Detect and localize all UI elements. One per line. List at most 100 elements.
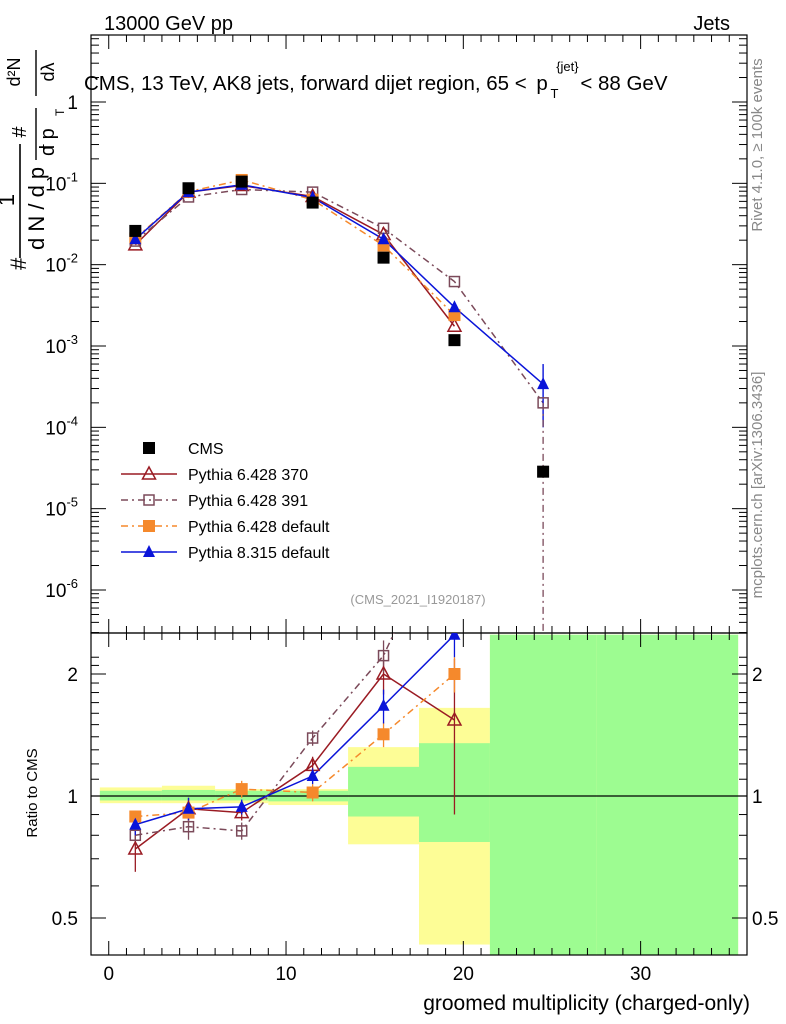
- ratio-point: [306, 769, 319, 782]
- legend-label: Pythia 8.315 default: [188, 545, 330, 562]
- y-tick-label: 10-6: [45, 576, 78, 602]
- data-point: [129, 232, 142, 245]
- legend-marker: [143, 545, 155, 557]
- y-tick-label: 1: [67, 93, 78, 114]
- data-point: [377, 232, 390, 245]
- ratio-point: [377, 698, 390, 711]
- stat-band: [489, 634, 597, 955]
- legend-marker: [143, 442, 155, 454]
- ratio-tick-label-right: 1: [752, 787, 763, 808]
- stat-band: [161, 789, 216, 801]
- analysis-id: (CMS_2021_I1920187): [350, 592, 485, 607]
- ylabel-hash-big: #: [6, 257, 31, 270]
- y-tick-label: 10-3: [45, 332, 78, 358]
- ylabel-dp: d p: [37, 128, 59, 156]
- y-tick-label: 10-1: [45, 169, 78, 195]
- ylabel-d2N: d²N: [4, 57, 24, 86]
- ylabel-dN: d N / d p: [24, 167, 49, 250]
- ylabel-T: T: [40, 144, 55, 152]
- chart-title: CMS, 13 TeV, AK8 jets, forward dijet reg…: [84, 53, 668, 103]
- x-axis-label: groomed multiplicity (charged-only): [423, 992, 750, 1015]
- ratio-tick-label: 0.5: [52, 909, 78, 930]
- data-point: [446, 317, 463, 332]
- x-tick-label: 10: [275, 964, 296, 985]
- y-tick-label: 10-5: [45, 495, 78, 521]
- ratio-point: [377, 649, 390, 662]
- ratio-ylabel: Ratio to CMS: [24, 748, 41, 837]
- ratio-point: [446, 711, 463, 726]
- stat-band: [596, 634, 739, 955]
- legend-label: Pythia 6.428 391: [188, 493, 308, 510]
- ratio-point: [306, 732, 319, 744]
- rivet-label: Rivet 4.1.0, ≥ 100k events: [749, 58, 766, 231]
- ratio-line: [135, 633, 395, 837]
- data-point: [448, 275, 461, 288]
- ratio-tick-label: 2: [67, 665, 78, 686]
- ratio-point: [306, 786, 319, 799]
- x-tick-label: 0: [103, 964, 114, 985]
- cms-data-point: [537, 465, 550, 478]
- y-tick-label: 10-2: [45, 251, 78, 277]
- ratio-line: [134, 672, 455, 850]
- ratio-point: [449, 497, 459, 507]
- ratio-point: [235, 825, 248, 837]
- stat-band: [348, 766, 419, 817]
- ratio-point: [448, 668, 461, 680]
- axes-frames: [90, 34, 748, 956]
- ratio-point: [375, 665, 392, 680]
- ratio-tick-label: 1: [67, 787, 78, 808]
- x-tick-label: 20: [453, 964, 474, 985]
- ratio-point: [235, 799, 248, 812]
- series-line: [134, 188, 544, 404]
- ratio-point: [127, 840, 144, 855]
- title-prefix: CMS, 13 TeV, AK8 jets, forward dijet reg…: [84, 72, 527, 95]
- legend: CMS Pythia 6.428 370 Pythia 6.428 391 Pythi…: [121, 441, 330, 562]
- title-T: T: [551, 86, 559, 101]
- mcplots-label: mcplots.cern.ch [arXiv:1306.3436]: [749, 372, 766, 599]
- y-tick-label: 10-4: [45, 413, 78, 439]
- cms-data-point: [661, 632, 674, 633]
- axis-ticks: 0 10 20 30 1 10-1 10-2 10-3 10-4 10-5 10-6 0.5 0.5 1 1…: [45, 35, 778, 985]
- cms-data-point: [182, 182, 195, 195]
- ratio-point: [129, 810, 142, 823]
- cms-data-point: [306, 196, 319, 209]
- ratio-line: [135, 634, 455, 826]
- ratio-point: [235, 783, 248, 796]
- ratio-point: [448, 633, 461, 640]
- ratio-point: [182, 801, 195, 814]
- data-point: [537, 377, 550, 390]
- ratio-point: [377, 728, 390, 741]
- ratio-bands: [91, 634, 747, 955]
- title-p: p: [536, 72, 547, 95]
- ratio-point: [182, 820, 195, 833]
- category-label: Jets: [693, 13, 730, 35]
- x-tick-label: 30: [630, 964, 651, 985]
- ratio-frame: [90, 632, 748, 956]
- ylabel-dl: dλ: [38, 62, 58, 81]
- cms-data-point: [129, 224, 142, 237]
- legend-label: CMS: [188, 441, 224, 458]
- ratio-tick-label-right: 2: [752, 665, 763, 686]
- cms-data-point: [235, 175, 248, 188]
- ylabel-hash: #: [9, 126, 31, 138]
- legend-label: Pythia 6.428 default: [188, 519, 330, 536]
- ratio-tick-label-right: 0.5: [752, 909, 778, 930]
- data-point: [537, 397, 549, 409]
- data-markers: [127, 173, 674, 855]
- legend-marker: [143, 520, 155, 532]
- legend-marker: [143, 494, 155, 506]
- cms-data-point: [448, 334, 461, 347]
- series-line: [134, 184, 456, 327]
- ratio-point: [129, 817, 142, 830]
- ylabel-one: 1: [0, 194, 19, 206]
- main-frame: [90, 34, 748, 634]
- energy-label: 13000 GeV pp: [104, 13, 233, 35]
- legend-marker: [141, 465, 157, 480]
- title-suffix: < 88 GeV: [580, 72, 668, 95]
- series-line: [134, 184, 544, 385]
- y-axis-label: # 1 d N / d p T # d p T d²N dλ: [0, 50, 67, 270]
- title-jet: {jet}: [556, 59, 579, 74]
- ratio-point: [129, 829, 142, 842]
- ratio-line: [135, 673, 455, 818]
